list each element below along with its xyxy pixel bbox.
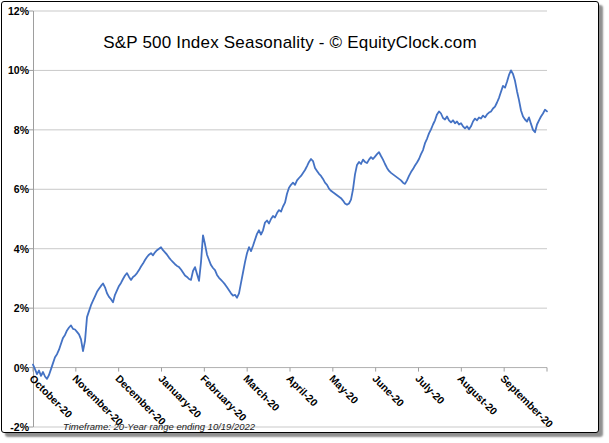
y-axis-label: -2%	[0, 420, 29, 434]
seasonality-line	[33, 70, 547, 379]
y-axis-label: 6%	[0, 182, 29, 196]
chart-image: S&P 500 Index Seasonality - © EquityCloc…	[0, 0, 609, 443]
y-axis-label: 4%	[0, 242, 29, 256]
y-axis-label: 12%	[0, 4, 29, 18]
y-axis-label: 2%	[0, 301, 29, 315]
y-axis-label: 0%	[0, 361, 29, 375]
plot-area	[33, 11, 547, 427]
y-axis-label: 8%	[0, 123, 29, 137]
y-axis-label: 10%	[0, 63, 29, 77]
timeframe-note: Timeframe: 20-Year range ending 10/19/20…	[63, 421, 255, 432]
